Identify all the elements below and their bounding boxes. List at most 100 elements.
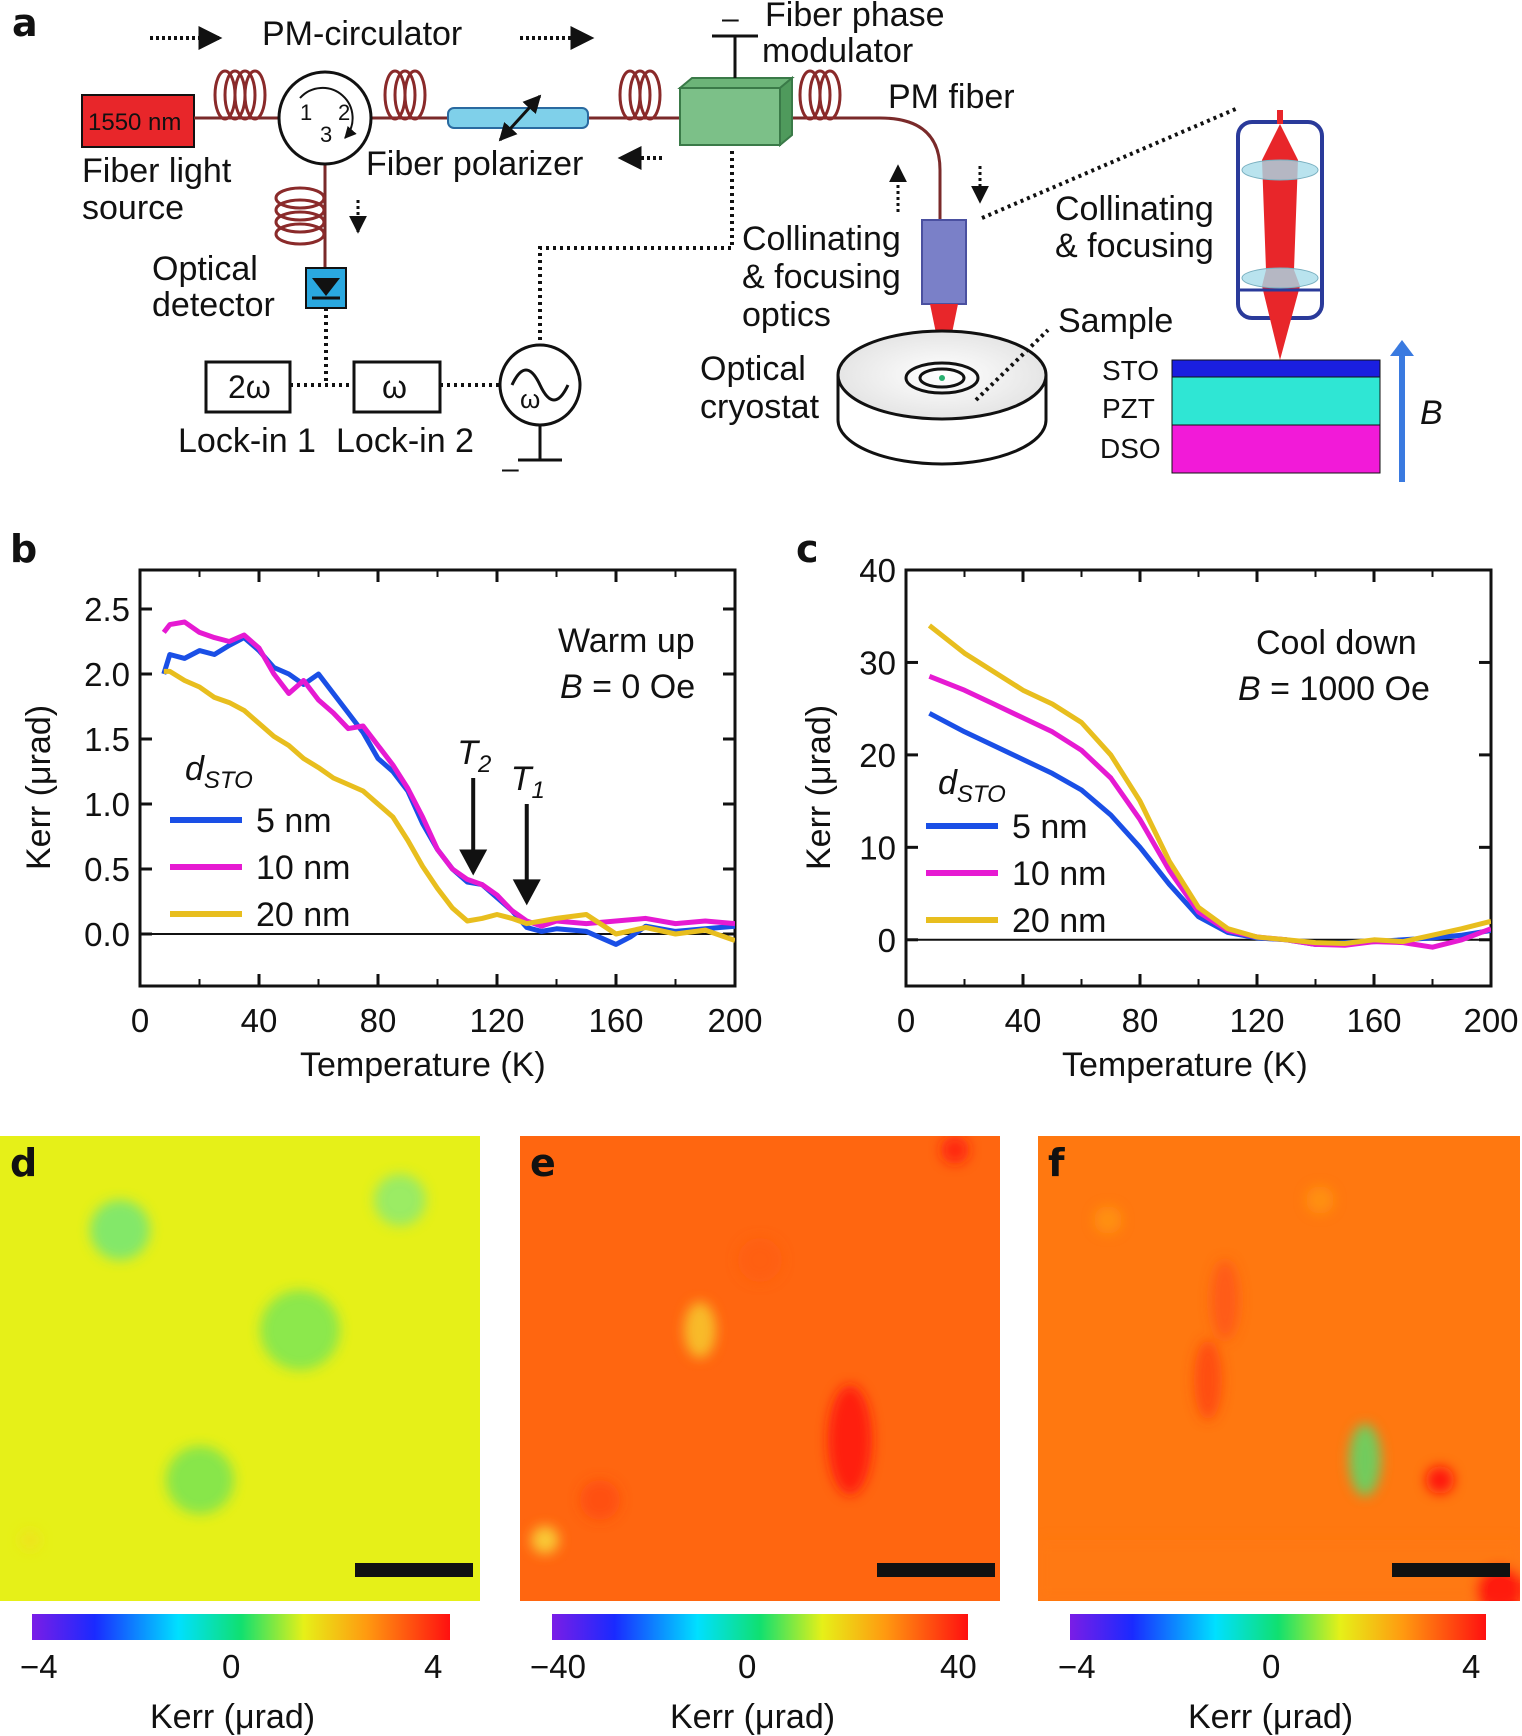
x-tick-label: 200 [1463,1002,1518,1039]
modulator-top [677,77,795,89]
x-tick-label: 0 [897,1002,915,1039]
field-label: B [1420,394,1443,432]
light-source-wavelength: 1550 nm [88,109,181,136]
plot-b-annotation-1: Warm up [558,622,695,660]
light-source-box [81,94,195,148]
scale-bar-e [877,1563,995,1577]
y-tick-label: 2.0 [84,656,130,693]
transition-label: T1 [511,760,545,804]
signal-wiring [290,148,734,387]
kerr-map-e [520,1136,1000,1601]
plot-b-series [161,619,735,947]
cryostat-window-outer [904,361,980,395]
detector-label-2: detector [152,286,275,324]
legend-label: 5 nm [1012,808,1088,846]
detector-label-1: Optical [152,250,258,288]
cryostat-label-2: cryostat [700,388,820,426]
fiber-coils [213,69,842,246]
y-tick-label: 0.0 [84,916,130,953]
cryostat-label-1: Optical [700,350,806,388]
modulator-side [779,75,793,148]
panel-label-d: d [10,1141,37,1185]
legend-label: 20 nm [256,896,351,934]
panel-b-warm-up-chart: b 0 40 80 120 160 200 0.0 0.5 1.0 1.5 2.0 2.5 Warm … [10,527,763,1084]
panel-label-a: a [12,1,38,45]
y-tick-label: 40 [859,552,896,589]
colorbar-f-tick-mid: 0 [1262,1648,1280,1685]
y-tick-label: 0 [878,922,896,959]
plot-c-annotation-1: Cool down [1256,624,1417,662]
layer-sto [1171,359,1381,378]
colorbar-f: −4 0 4 Kerr (μrad) [1058,1614,1486,1736]
modulator-minus: – [722,2,739,35]
plot-b-legend: 5 nm 10 nm 20 nm [170,802,351,934]
optics-label-3: optics [742,296,831,334]
x-tick-label: 80 [1122,1002,1159,1039]
port-1: 1 [300,100,312,125]
plot-c-series [927,623,1491,950]
modulator-label-1: Fiber phase [765,0,945,34]
light-source-label-1: Fiber light [82,152,232,190]
legend-label: 10 nm [256,849,351,887]
colorbar-d-label: Kerr (μrad) [150,1698,315,1736]
pm-fiber-label: PM fiber [888,78,1015,116]
lock-in-1-symbol: 2ω [228,369,271,405]
plot-c-ylabel: Kerr (μrad) [800,705,838,870]
layer-label-dso: DSO [1100,433,1161,464]
panel-c-cool-down-chart: c 0 40 80 120 160 200 0 10 20 30 40 Cool down B = … [796,527,1519,1084]
plot-c-legend-title: dSTO [938,764,1006,808]
x-tick-label: 40 [241,1002,278,1039]
layer-label-pzt: PZT [1102,393,1155,424]
lock-in-1-label: Lock-in 1 [178,422,316,460]
photodiode-icon [312,278,340,296]
series-line-20-nm [927,623,1491,946]
kerr-map-d-texture [20,1174,426,1550]
colorbar-e-tick-min: −40 [530,1648,586,1685]
colorbar-e-gradient [552,1614,968,1640]
colorbar-d-gradient [32,1614,450,1640]
generator-omega: ω [520,384,540,414]
inset-lens-2 [1241,267,1319,289]
y-tick-label: 1.0 [84,786,130,823]
y-tick-label: 30 [859,644,896,681]
plot-b-legend-title: dSTO [185,750,253,794]
series-line-20-nm [163,668,735,943]
colorbar-f-tick-max: 4 [1462,1648,1480,1685]
plot-b-xlabel: Temperature (K) [300,1046,546,1084]
colorbar-f-gradient [1070,1614,1486,1640]
lock-in-1-box [204,360,292,414]
plot-b-transition-arrows: T2 T1 [457,734,545,906]
layer-pzt [1171,376,1381,426]
x-tick-label: 120 [1229,1002,1284,1039]
colorbar-e-tick-mid: 0 [738,1648,756,1685]
collimating-focusing-optics [921,219,967,305]
colorbar-e-tick-max: 40 [940,1648,977,1685]
x-tick-label: 80 [360,1002,397,1039]
polarizer-label: Fiber polarizer [366,145,583,183]
panel-a-setup-schematic: a 1550 nm Fiber light source [12,0,1443,485]
circulator-direction-icon [299,86,357,139]
colorbar-d-tick-mid: 0 [222,1648,240,1685]
cryostat-window-inner [918,367,966,389]
inset-beam [1262,124,1300,360]
transition-label: T2 [457,734,491,778]
x-tick-label: 120 [469,1002,524,1039]
x-tick-label: 160 [1346,1002,1401,1039]
x-tick-label: 0 [131,1002,149,1039]
colorbar-d-tick-max: 4 [424,1648,442,1685]
inset-lens-1 [1241,159,1319,181]
inset-label-2: & focusing [1055,227,1214,265]
scale-bar-f [1392,1563,1510,1577]
fiber-phase-modulator [679,87,781,146]
legend-label: 20 nm [1012,902,1107,940]
x-tick-label: 200 [707,1002,762,1039]
colorbar-f-tick-min: −4 [1058,1648,1096,1685]
scale-bar-d [355,1563,473,1577]
panel-label-c: c [796,527,819,571]
zoom-guide-line [981,106,1239,220]
optics-label-2: & focusing [742,258,901,296]
plot-c-xlabel: Temperature (K) [1062,1046,1308,1084]
layer-label-sto: STO [1102,355,1159,386]
panel-f-kerr-map: f [1038,1136,1520,1601]
